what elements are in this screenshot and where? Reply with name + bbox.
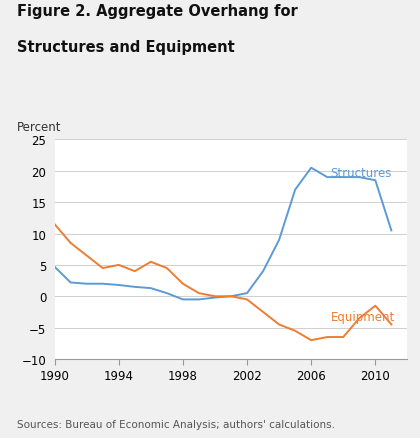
Text: Percent: Percent: [17, 120, 61, 134]
Text: Equipment: Equipment: [331, 310, 395, 323]
Text: Structures: Structures: [331, 166, 392, 179]
Text: Sources: Bureau of Economic Analysis; authors' calculations.: Sources: Bureau of Economic Analysis; au…: [17, 419, 335, 429]
Text: Structures and Equipment: Structures and Equipment: [17, 39, 234, 54]
Text: Figure 2. Aggregate Overhang for: Figure 2. Aggregate Overhang for: [17, 4, 297, 19]
